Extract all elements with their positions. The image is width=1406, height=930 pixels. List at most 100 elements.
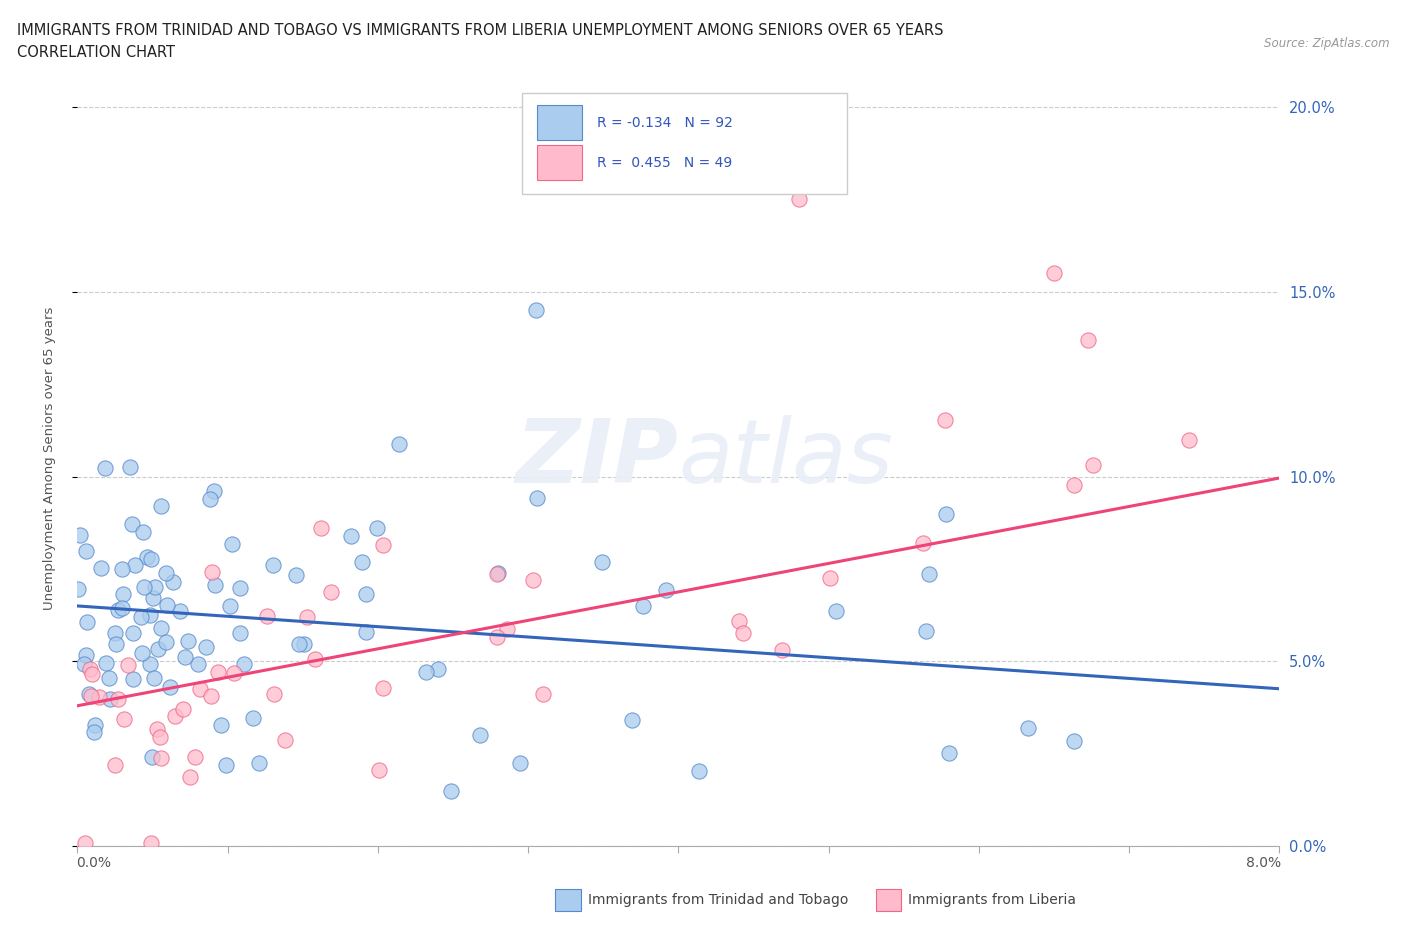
Point [96, 656, 118, 671]
Point [1081, 458, 1104, 472]
Point [107, 603, 129, 618]
Point [111, 587, 134, 602]
Point [124, 558, 146, 573]
Point [426, 662, 449, 677]
Point [149, 730, 172, 745]
Point [522, 572, 544, 587]
Point [204, 578, 226, 592]
Point [1077, 333, 1099, 348]
Point [112, 711, 135, 726]
Point [304, 652, 326, 667]
Point [263, 687, 285, 702]
Point [524, 302, 547, 317]
Point [111, 561, 134, 576]
Point [118, 460, 141, 475]
Text: R =  0.455   N = 49: R = 0.455 N = 49 [596, 156, 733, 170]
Point [486, 566, 509, 581]
Point [1043, 266, 1066, 281]
Point [242, 711, 264, 725]
Point [787, 192, 810, 206]
Point [229, 626, 252, 641]
Point [262, 557, 284, 572]
Point [162, 575, 184, 590]
Point [371, 538, 394, 552]
Text: Immigrants from Liberia: Immigrants from Liberia [908, 893, 1076, 908]
Point [141, 551, 163, 566]
Point [111, 601, 134, 616]
Point [688, 764, 710, 778]
Point [117, 658, 139, 672]
Point [526, 491, 548, 506]
Point [1178, 432, 1201, 447]
Point [221, 537, 243, 551]
Point [388, 437, 411, 452]
Point [169, 604, 191, 618]
Point [75, 647, 97, 662]
Point [104, 758, 127, 773]
Point [321, 585, 343, 600]
Point [440, 783, 463, 798]
Point [207, 665, 229, 680]
Point [187, 657, 209, 671]
Point [87, 690, 110, 705]
Text: atlas: atlas [679, 415, 893, 501]
Text: IMMIGRANTS FROM TRINIDAD AND TOBAGO VS IMMIGRANTS FROM LIBERIA UNEMPLOYMENT AMON: IMMIGRANTS FROM TRINIDAD AND TOBAGO VS I… [17, 23, 943, 38]
Point [69, 528, 91, 543]
Point [155, 634, 177, 649]
Point [98, 692, 121, 707]
FancyBboxPatch shape [537, 105, 582, 140]
Point [509, 755, 531, 770]
Point [733, 626, 755, 641]
Point [176, 634, 198, 649]
Point [340, 528, 363, 543]
Point [352, 554, 374, 569]
Point [727, 614, 749, 629]
Point [918, 566, 941, 581]
Text: Immigrants from Trinidad and Tobago: Immigrants from Trinidad and Tobago [588, 893, 848, 908]
Y-axis label: Unemployment Among Seniors over 65 years: Unemployment Among Seniors over 65 years [44, 306, 56, 610]
Point [134, 580, 156, 595]
Point [132, 525, 155, 539]
Text: ZIP: ZIP [516, 415, 679, 501]
Point [94, 460, 117, 475]
Point [179, 770, 201, 785]
Point [311, 521, 333, 536]
Point [233, 657, 256, 671]
Point [1063, 478, 1085, 493]
Point [149, 620, 172, 635]
Point [79, 662, 101, 677]
Point [591, 555, 613, 570]
Point [75, 544, 97, 559]
Point [131, 645, 153, 660]
Point [195, 639, 218, 654]
Point [135, 550, 157, 565]
Point [83, 724, 105, 739]
Bar [522, 93, 846, 194]
Point [531, 687, 554, 702]
Point [73, 657, 96, 671]
Point [354, 587, 377, 602]
Point [219, 598, 242, 613]
Point [620, 712, 643, 727]
Point [159, 680, 181, 695]
Point [104, 626, 127, 641]
Point [90, 561, 112, 576]
Point [105, 636, 128, 651]
Point [149, 498, 172, 513]
Point [143, 579, 166, 594]
Point [470, 727, 492, 742]
Point [215, 758, 238, 773]
Point [77, 687, 100, 702]
Text: Source: ZipAtlas.com: Source: ZipAtlas.com [1264, 37, 1389, 50]
Point [631, 599, 654, 614]
Point [155, 565, 177, 580]
Point [915, 623, 938, 638]
Point [141, 835, 163, 850]
Point [934, 413, 956, 428]
Point [156, 597, 179, 612]
Point [122, 671, 145, 686]
Point [371, 681, 394, 696]
Point [274, 732, 297, 747]
Point [82, 667, 104, 682]
Point [107, 692, 129, 707]
